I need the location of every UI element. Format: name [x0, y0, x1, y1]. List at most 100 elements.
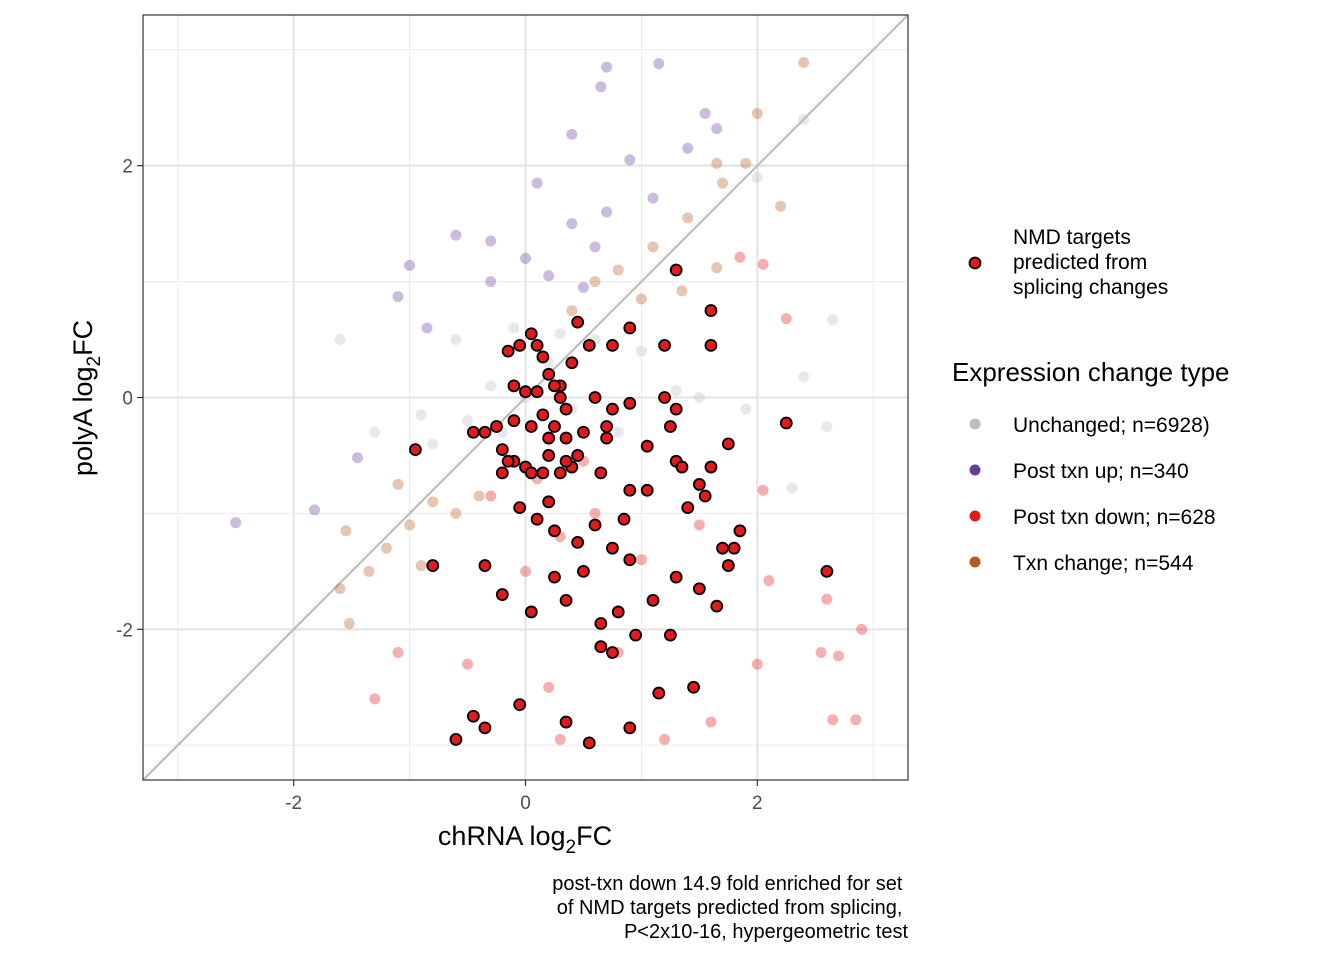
series-2-point — [763, 575, 775, 587]
series-2-point — [485, 490, 497, 502]
nmd-target-point — [675, 460, 689, 474]
highlight-legend: NMD targets predicted from splicing chan… — [968, 226, 1168, 299]
nmd-target-point — [698, 489, 712, 503]
nmd-target-point — [548, 570, 561, 584]
nmd-target-point — [507, 414, 521, 428]
nmd-target-point — [716, 541, 729, 555]
nmd-target-point — [611, 605, 625, 619]
nmd-target-point — [495, 466, 509, 480]
legend-key-1 — [969, 464, 981, 476]
nmd-target-point — [571, 315, 585, 329]
highlight-legend-line-2: predicted from — [1013, 251, 1147, 274]
nmd-target-point — [710, 599, 724, 613]
series-0-point — [612, 426, 624, 438]
series-1-point — [485, 276, 497, 288]
series-1-point — [653, 58, 665, 70]
nmd-target-point — [733, 524, 747, 538]
nmd-target-point — [524, 605, 538, 619]
series-1-point — [543, 270, 555, 282]
series-2-point — [751, 658, 763, 670]
nmd-target-point — [727, 541, 741, 555]
nmd-target-point — [658, 391, 671, 404]
series-2-point — [369, 693, 381, 705]
y-axis-title-subscript: 2 — [84, 356, 105, 367]
nmd-target-point — [559, 454, 573, 468]
nmd-target-point — [582, 736, 596, 750]
series-2-point — [856, 623, 868, 635]
series-2-point — [832, 650, 844, 662]
series-1-point — [589, 241, 601, 253]
series-2-point — [543, 681, 555, 693]
nmd-target-point — [594, 617, 608, 630]
nmd-target-point — [507, 379, 521, 393]
highlight-legend-key — [968, 256, 982, 270]
series-3-point — [450, 507, 462, 519]
series-3-point — [740, 157, 752, 169]
nmd-target-point — [524, 466, 538, 480]
series-1-point — [595, 81, 607, 93]
nmd-target-point — [640, 439, 654, 453]
series-3-point — [711, 262, 723, 274]
nmd-target-point — [495, 443, 509, 457]
y-tick-label: -2 — [116, 620, 133, 641]
nmd-target-point — [577, 425, 590, 439]
nmd-target-point — [721, 437, 735, 451]
nmd-target-point — [606, 402, 619, 416]
x-tick-label: 0 — [520, 793, 531, 814]
nmd-target-point — [658, 338, 671, 352]
series-1-point — [485, 235, 497, 247]
series-1-point — [309, 504, 321, 516]
nmd-target-point — [588, 391, 602, 404]
series-0-point — [334, 334, 346, 346]
series-2-point — [589, 507, 601, 519]
series-3-point — [363, 565, 375, 577]
nmd-target-point — [606, 338, 619, 352]
series-1-point — [351, 452, 363, 464]
series-0-point — [450, 334, 462, 346]
nmd-target-point — [600, 431, 614, 445]
series-1-point — [682, 142, 694, 154]
series-1-point — [601, 61, 613, 73]
legend-title: Expression change type — [952, 357, 1230, 387]
data-points — [230, 57, 868, 745]
series-3-point — [404, 519, 416, 531]
nmd-target-point — [536, 408, 550, 422]
series-1-point — [624, 154, 636, 166]
x-axis-title-main: chRNA log — [438, 821, 566, 851]
series-0-point — [827, 314, 839, 326]
nmd-target-point — [542, 431, 556, 445]
series-2-point — [780, 313, 792, 325]
nmd-target-point — [779, 416, 793, 430]
series-0-point — [462, 415, 474, 427]
series-1-point — [647, 192, 659, 204]
series-2-point — [815, 647, 827, 658]
nmd-target-point — [501, 454, 515, 468]
highlight-legend-line-3: splicing changes — [1013, 276, 1168, 299]
series-2-point — [635, 554, 647, 566]
series-2-point — [821, 593, 833, 605]
nmd-target-point — [542, 495, 556, 509]
series-0-point — [427, 438, 439, 450]
series-1-point — [531, 177, 543, 189]
series-3-point — [647, 241, 659, 253]
nmd-target-point — [542, 367, 556, 381]
nmd-target-point — [524, 327, 538, 341]
nmd-target-point — [582, 338, 596, 352]
nmd-target-point — [559, 715, 573, 729]
series-2-point — [520, 565, 531, 577]
series-3-point — [415, 560, 427, 572]
nmd-target-point — [669, 263, 683, 277]
legend-label-1: Post txn up; n=340 — [1013, 460, 1189, 483]
series-1-point — [699, 108, 711, 120]
series-2-point — [659, 733, 671, 745]
series-3-point — [566, 305, 578, 317]
nmd-target-point — [524, 420, 538, 433]
series-0-point — [670, 385, 682, 397]
nmd-target-point — [623, 483, 637, 497]
nmd-target-point — [623, 721, 637, 735]
nmd-target-point — [530, 385, 544, 399]
series-3-point — [589, 276, 601, 288]
nmd-target-point — [426, 559, 440, 572]
nmd-target-point — [408, 443, 422, 457]
nmd-target-point — [530, 512, 544, 526]
